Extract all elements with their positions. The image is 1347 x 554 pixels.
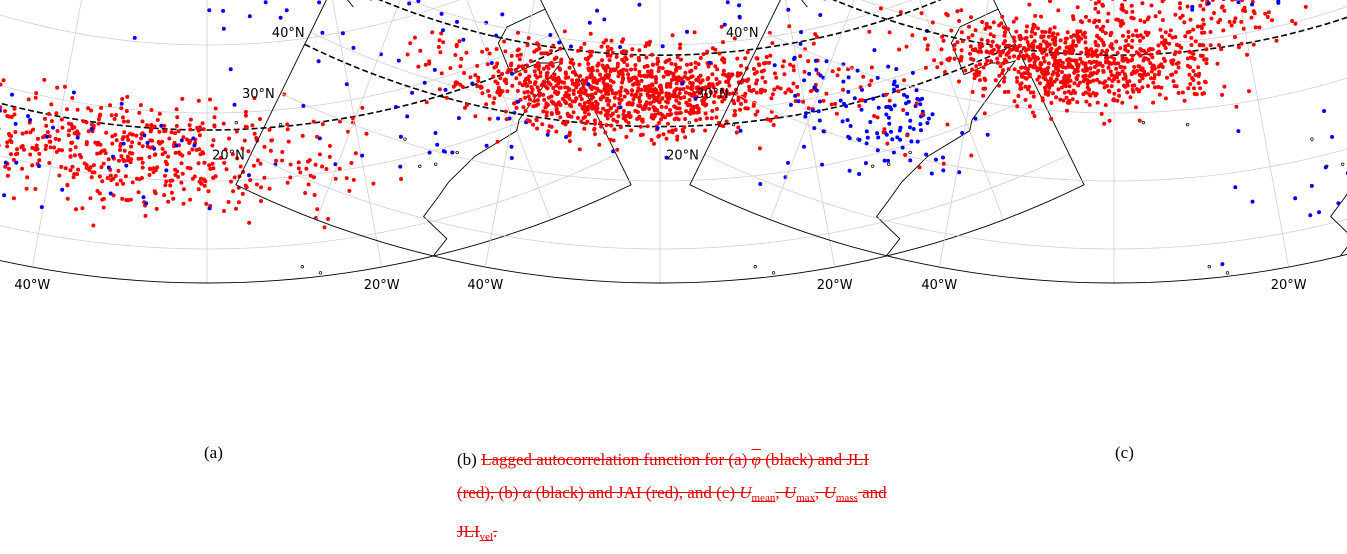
caption-b-sub-vel: vel (480, 531, 493, 543)
panel-c-caption: (c) (1115, 443, 1134, 463)
caption-b-part1: Lagged autocorrelation function for (a) (481, 450, 747, 469)
longitude-label: 40°W (467, 278, 503, 293)
caption-b-jli: JLI (457, 522, 480, 541)
caption-b-u-max: U (784, 483, 796, 502)
caption-b-struck-text: Lagged autocorrelation function for (a) … (457, 450, 887, 541)
caption-b-phi: φ (752, 450, 761, 469)
map-panel-c: 20°N30°N40°N50°N60°N70°N40°W20°W (666, 0, 1347, 293)
caption-b-part3: (black) and JAI (red), and (c) (536, 483, 735, 502)
latitude-label: 40°N (726, 26, 759, 41)
latitude-label: 20°N (666, 148, 699, 163)
latitude-label: 40°N (272, 26, 305, 41)
longitude-label: 40°W (14, 278, 50, 293)
longitude-label: 20°W (364, 278, 400, 293)
caption-b-alpha: α (523, 483, 532, 502)
panel-a-caption: (a) (204, 443, 223, 463)
caption-b-u-mass: U (824, 483, 836, 502)
longitude-label: 20°W (817, 278, 853, 293)
latitude-label: 30°N (696, 87, 729, 102)
graticule (251, 0, 1069, 283)
longitude-label: 20°W (1271, 278, 1307, 293)
scatter-points (773, 0, 1347, 266)
latitude-label: 30°N (242, 87, 275, 102)
panel-b-caption: (b) Lagged autocorrelation function for … (457, 443, 907, 554)
longitude-label: 40°W (921, 278, 957, 293)
caption-b-u-mean: U (739, 483, 751, 502)
caption-b-sub-mean: mean (752, 492, 776, 504)
caption-b-prefix: (b) (457, 450, 477, 469)
latitude-label: 20°N (212, 148, 245, 163)
caption-b-sub-max: max (796, 492, 815, 504)
caption-b-and: and (862, 483, 887, 502)
caption-b-sub-mass: mass (836, 492, 858, 504)
